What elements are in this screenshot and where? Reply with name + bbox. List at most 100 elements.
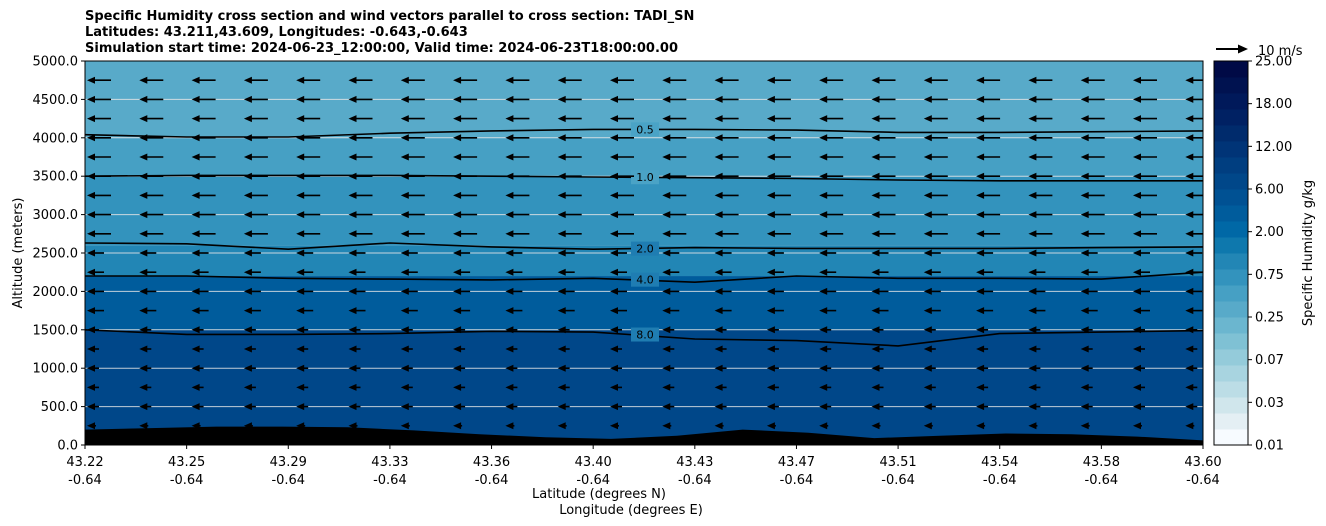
wind-arrow-head bbox=[348, 383, 357, 391]
wind-arrow-head bbox=[871, 153, 880, 161]
wind-arrow-head bbox=[871, 172, 880, 180]
x-tick-label-latitude: 43.40 bbox=[575, 455, 612, 470]
wind-arrow-head bbox=[714, 383, 723, 391]
wind-arrow-head bbox=[87, 95, 95, 103]
wind-arrow-head bbox=[662, 383, 671, 391]
wind-arrow-head bbox=[1133, 230, 1141, 238]
humidity-contour-lines: 0.5 1.0 2.0 4.0 8.0 bbox=[85, 122, 1203, 347]
wind-arrow-head bbox=[662, 268, 671, 276]
wind-arrow-head bbox=[871, 383, 880, 391]
wind-arrow-head bbox=[191, 307, 200, 315]
wind-arrow-head bbox=[976, 403, 985, 411]
x-tick-label-latitude: 43.29 bbox=[270, 455, 307, 470]
colorbar-swatch bbox=[1214, 221, 1248, 238]
wind-arrow-head bbox=[1028, 403, 1037, 411]
wind-arrow-head bbox=[348, 249, 357, 257]
wind-arrow-head bbox=[1185, 326, 1194, 334]
wind-arrow-head bbox=[819, 115, 828, 123]
wind-arrow-head bbox=[1028, 268, 1037, 276]
wind-arrow-head bbox=[557, 326, 566, 334]
colorbar-swatch bbox=[1214, 285, 1248, 302]
wind-arrow-head bbox=[400, 403, 409, 411]
wind-arrow-head bbox=[766, 287, 775, 295]
wind-arrow-head bbox=[191, 76, 200, 84]
colorbar-swatch bbox=[1214, 205, 1248, 222]
wind-arrow-head bbox=[453, 211, 462, 219]
wind-arrow-head bbox=[191, 249, 200, 257]
wind-arrow-head bbox=[557, 191, 566, 199]
wind-arrow-head bbox=[1080, 211, 1089, 219]
wind-arrow-head bbox=[243, 230, 252, 238]
wind-arrow-head bbox=[871, 230, 880, 238]
wind-arrow-head bbox=[610, 345, 618, 353]
wind-arrow-head bbox=[1185, 268, 1194, 276]
x-tick-label-latitude: 43.47 bbox=[778, 455, 815, 470]
wind-arrow-head bbox=[453, 191, 462, 199]
wind-arrow-head bbox=[139, 76, 148, 84]
wind-arrow-head bbox=[766, 211, 775, 219]
wind-arrow-head bbox=[871, 115, 880, 123]
wind-arrow-head bbox=[243, 76, 252, 84]
wind-arrow-head bbox=[453, 95, 462, 103]
wind-arrow-head bbox=[1028, 172, 1037, 180]
wind-arrow-head bbox=[87, 287, 95, 295]
wind-arrow-head bbox=[400, 115, 409, 123]
wind-arrow-head bbox=[400, 230, 409, 238]
wind-arrow-head bbox=[400, 211, 409, 219]
wind-arrow-head bbox=[1133, 383, 1141, 391]
wind-arrow-head bbox=[1080, 326, 1089, 334]
wind-arrow-head bbox=[557, 172, 566, 180]
wind-arrow-head bbox=[453, 345, 462, 353]
wind-arrow-head bbox=[191, 345, 200, 353]
y-tick-label: 4500.0 bbox=[33, 93, 79, 108]
wind-arrow-head bbox=[976, 211, 985, 219]
wind-arrow-head bbox=[348, 307, 357, 315]
wind-arrow-head bbox=[766, 134, 775, 142]
wind-arrow-head bbox=[714, 191, 723, 199]
wind-arrow-head bbox=[191, 364, 200, 372]
wind-arrow-head bbox=[1028, 422, 1037, 430]
x-tick-label-longitude: -0.64 bbox=[271, 473, 305, 488]
wind-arrow-head bbox=[819, 307, 828, 315]
wind-arrow-head bbox=[87, 383, 95, 391]
wind-arrow-head bbox=[871, 76, 880, 84]
wind-arrow-head bbox=[505, 230, 514, 238]
wind-arrow-head bbox=[557, 95, 566, 103]
wind-arrow-head bbox=[714, 403, 723, 411]
wind-arrow-head bbox=[662, 307, 671, 315]
wind-arrow-head bbox=[766, 115, 775, 123]
wind-arrow-head bbox=[453, 403, 462, 411]
wind-arrow-head bbox=[557, 76, 566, 84]
x-tick-label-longitude: -0.64 bbox=[475, 473, 509, 488]
wind-arrow-head bbox=[557, 287, 566, 295]
wind-arrow-head bbox=[1080, 422, 1089, 430]
wind-arrow-head bbox=[1028, 95, 1037, 103]
wind-arrow-head bbox=[191, 211, 200, 219]
wind-arrow-head bbox=[1185, 134, 1194, 142]
wind-arrow-head bbox=[976, 115, 985, 123]
colorbar-swatch bbox=[1214, 429, 1248, 446]
wind-arrow-head bbox=[296, 211, 305, 219]
wind-arrow-head bbox=[243, 95, 252, 103]
wind-arrow-head bbox=[662, 287, 671, 295]
wind-arrow-head bbox=[400, 422, 409, 430]
contour-label-1.0: 1.0 bbox=[636, 171, 654, 184]
x-tick-label-longitude: -0.64 bbox=[68, 473, 102, 488]
wind-arrow-head bbox=[87, 191, 95, 199]
wind-arrow-head bbox=[139, 95, 148, 103]
wind-arrow-head bbox=[139, 268, 148, 276]
terrain-mask bbox=[85, 426, 1203, 445]
wind-arrow-head bbox=[348, 230, 357, 238]
humidity-band-5 bbox=[85, 329, 1203, 445]
wind-arrow-head bbox=[296, 153, 305, 161]
colorbar: 0.01 0.03 0.07 0.25 0.75 2.00 6.00 12.00 18.00 25… bbox=[1213, 55, 1292, 454]
wind-arrow-head bbox=[1080, 287, 1089, 295]
wind-arrow-head bbox=[714, 230, 723, 238]
wind-arrow-head bbox=[453, 287, 462, 295]
wind-arrow-head bbox=[1080, 268, 1089, 276]
wind-arrow-head bbox=[1028, 326, 1037, 334]
wind-arrow-head bbox=[191, 115, 200, 123]
wind-arrow-head bbox=[191, 403, 200, 411]
wind-arrow-head bbox=[505, 153, 514, 161]
wind-arrow-head bbox=[1185, 211, 1194, 219]
